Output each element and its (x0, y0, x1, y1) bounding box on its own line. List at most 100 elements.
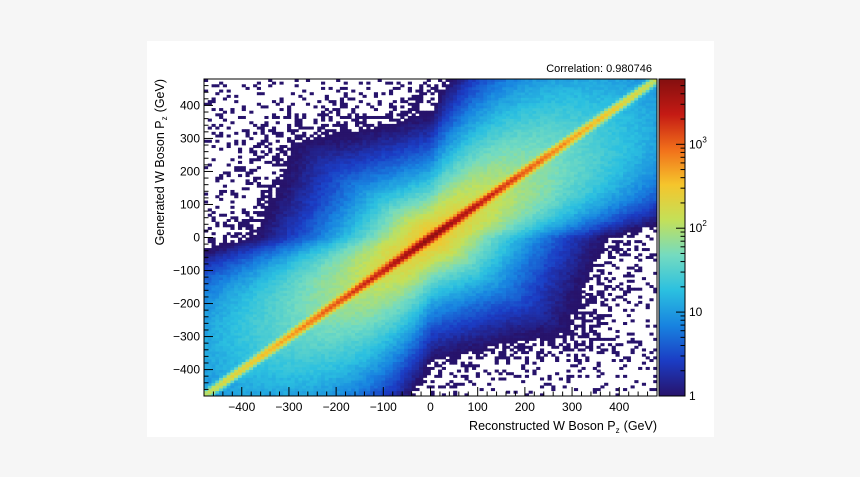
heatmap-cell (260, 314, 265, 318)
heatmap-cell (302, 213, 307, 217)
heatmap-cell (268, 219, 273, 222)
heatmap-cell (294, 219, 299, 222)
heatmap-cell (249, 335, 254, 339)
heatmap-cell (358, 168, 363, 172)
heatmap-cell (249, 298, 254, 302)
heatmap-cell (373, 303, 379, 307)
heatmap-cell (313, 292, 318, 296)
heatmap-cell (313, 184, 318, 188)
heatmap-cell (324, 329, 329, 333)
heatmap-cell (207, 255, 212, 259)
heatmap-cell (317, 274, 322, 278)
heatmap-cell (279, 100, 284, 104)
heatmap-cell (294, 377, 299, 381)
heatmap-cell (343, 224, 348, 228)
heatmap-cell (328, 155, 333, 159)
heatmap-cell (321, 319, 326, 323)
heatmap-cell (241, 187, 246, 191)
heatmap-cell (377, 129, 382, 133)
heatmap-cell (211, 348, 216, 352)
heatmap-cell (351, 160, 356, 164)
heatmap-cell (373, 319, 379, 323)
heatmap-cell (392, 131, 397, 135)
heatmap-cell (370, 364, 375, 368)
heatmap-cell (324, 348, 329, 352)
heatmap-cell (343, 271, 348, 275)
heatmap-cell (339, 171, 345, 175)
heatmap-cell (336, 388, 341, 392)
heatmap-cell (317, 314, 322, 318)
heatmap-cell (219, 324, 224, 328)
heatmap-cell (362, 195, 367, 199)
heatmap-cell (332, 345, 337, 349)
heatmap-cell (309, 327, 314, 331)
heatmap-cell (279, 187, 284, 191)
heatmap-cell (370, 240, 375, 244)
heatmap-cell (317, 232, 322, 236)
heatmap-cell (381, 261, 386, 265)
heatmap-cell (339, 298, 345, 302)
heatmap-cell (287, 158, 292, 162)
heatmap-cell (313, 211, 318, 215)
heatmap-cell (377, 197, 382, 201)
heatmap-cell (302, 359, 307, 363)
heatmap-cell (317, 308, 322, 312)
heatmap-cell (396, 147, 401, 151)
heatmap-cell (373, 189, 379, 193)
heatmap-cell (358, 242, 363, 246)
heatmap-cell (362, 253, 367, 257)
heatmap-cell (347, 200, 352, 204)
heatmap-cell (362, 245, 367, 249)
heatmap-cell (377, 139, 382, 143)
heatmap-cell (283, 237, 288, 241)
heatmap-cell (313, 303, 318, 307)
heatmap-cell (204, 382, 209, 386)
heatmap-cell (388, 81, 394, 85)
heatmap-cell (313, 121, 318, 125)
heatmap-cell (305, 324, 311, 328)
heatmap-cell (279, 316, 284, 320)
heatmap-cell (355, 306, 360, 310)
heatmap-cell (317, 292, 322, 296)
heatmap-cell (260, 340, 265, 344)
heatmap-cell (230, 179, 235, 183)
heatmap-cell (392, 343, 397, 347)
heatmap-cell (400, 287, 405, 291)
heatmap-cell (298, 192, 303, 196)
heatmap-cell (370, 295, 375, 299)
heatmap-cell (264, 295, 269, 299)
heatmap-cell (366, 261, 371, 265)
heatmap-cell (268, 208, 273, 212)
heatmap-cell (260, 245, 265, 249)
heatmap-cell (226, 171, 231, 175)
heatmap-cell (396, 240, 401, 244)
heatmap-cell (283, 255, 288, 259)
heatmap-cell (317, 171, 322, 175)
heatmap-cell (392, 369, 397, 373)
heatmap-cell (347, 266, 352, 270)
heatmap-cell (283, 224, 288, 228)
heatmap-cell (336, 142, 341, 146)
heatmap-cell (207, 292, 212, 296)
heatmap-cell (336, 213, 341, 217)
heatmap-cell (339, 134, 345, 138)
heatmap-cell (317, 258, 322, 262)
heatmap-cell (373, 137, 379, 141)
heatmap-cell (332, 203, 337, 207)
heatmap-cell (290, 226, 295, 230)
heatmap-cell (204, 380, 209, 384)
heatmap-cell (207, 102, 212, 106)
heatmap-cell (343, 195, 348, 199)
heatmap-cell (328, 213, 333, 217)
heatmap-cell (294, 123, 299, 127)
heatmap-cell (362, 290, 367, 294)
heatmap-cell (388, 258, 394, 262)
heatmap-cell (279, 300, 284, 304)
heatmap-cell (207, 380, 212, 384)
heatmap-cell (290, 203, 295, 207)
heatmap-cell (215, 282, 220, 286)
heatmap-cell (339, 303, 345, 307)
heatmap-cell (351, 372, 356, 376)
heatmap-cell (268, 285, 273, 289)
heatmap-cell (207, 258, 212, 262)
